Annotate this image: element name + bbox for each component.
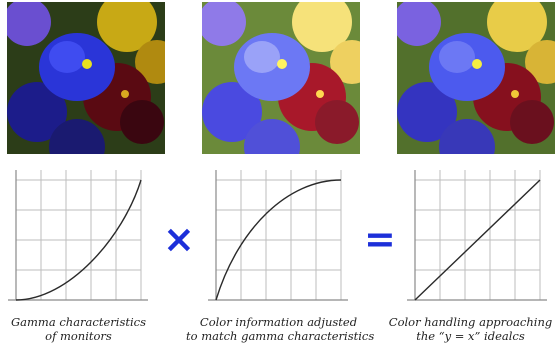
gamma-curve	[15, 179, 142, 301]
linear-curve	[414, 179, 541, 301]
caption-line: to match gamma characteristics	[186, 328, 375, 343]
graph-svg	[407, 170, 547, 301]
pansy-photo-linear	[397, 2, 555, 154]
axes	[8, 170, 148, 301]
caption-line: Color information adjusted	[199, 315, 358, 329]
caption-linear: Color handling approaching the “y = x” i…	[378, 315, 558, 343]
grid	[16, 170, 142, 300]
pansy-photo-monitor-gamma	[7, 2, 165, 154]
grid	[216, 170, 342, 300]
axes	[208, 170, 348, 301]
gamma-curve-graph	[8, 168, 148, 306]
grid	[415, 170, 541, 300]
pansy-image	[7, 2, 165, 154]
pansy-image	[202, 2, 360, 154]
multiply-sign: ×	[163, 217, 195, 261]
caption-line: Gamma characteristics	[10, 315, 146, 329]
caption-monitor-gamma: Gamma characteristics of monitors	[0, 315, 171, 343]
pansy-photo-adjusted	[202, 2, 360, 154]
equals-sign: =	[364, 217, 396, 261]
axes	[407, 170, 547, 301]
pansy-image	[397, 2, 555, 154]
caption-line: Color handling approaching	[388, 315, 553, 329]
caption-adjusted: Color information adjusted to match gamm…	[186, 315, 375, 343]
caption-line: the “y = x” idealcs	[416, 328, 525, 343]
graph-svg	[208, 170, 348, 301]
graph-svg	[8, 170, 148, 301]
inverse-gamma-curve	[215, 179, 342, 301]
caption-line: of monitors	[45, 328, 112, 343]
linear-curve-graph	[407, 168, 547, 306]
inverse-gamma-curve-graph	[208, 168, 348, 306]
